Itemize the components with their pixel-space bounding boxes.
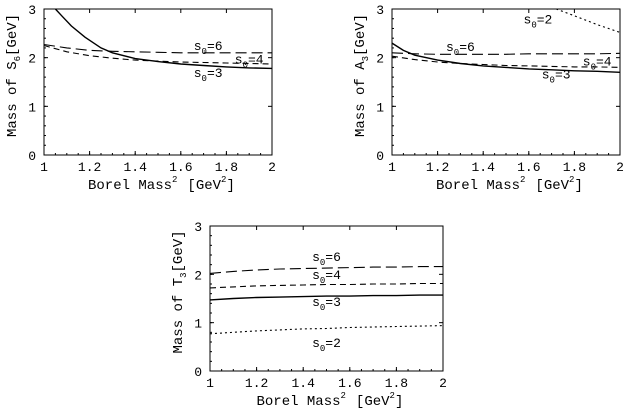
curves xyxy=(391,8,621,73)
series-line-s0-2 xyxy=(209,325,444,335)
x-tick-label: 1.6 xyxy=(169,160,192,175)
y-tick-label: 3 xyxy=(28,3,36,18)
series-label: s0=6 xyxy=(194,39,223,57)
x-axis-label: Borel Mass2 [GeV2] xyxy=(88,175,235,194)
x-axis-label: Borel Mass2 [GeV2] xyxy=(436,175,583,194)
x-tick-label: 1.6 xyxy=(338,376,361,391)
y-tick-label: 1 xyxy=(28,100,36,115)
series-label: s0=2 xyxy=(524,13,553,31)
y-tick-label: 2 xyxy=(28,52,36,67)
y-tick-label: 3 xyxy=(376,3,384,18)
series-line-s0-3 xyxy=(54,8,273,70)
series-line-s0-4 xyxy=(391,55,621,68)
curves xyxy=(43,8,273,70)
series-line-s0-6 xyxy=(43,43,272,54)
y-axis-label: Mass of A3[GeV] xyxy=(353,14,371,137)
x-tick-label: 1.6 xyxy=(517,160,540,175)
series-line-s0-2 xyxy=(556,8,621,33)
x-tick-label: 1.4 xyxy=(123,160,147,175)
y-axis-label: Mass of T3[GeV] xyxy=(171,230,189,353)
series-label: s0=3 xyxy=(312,295,341,313)
series-label: s0=4 xyxy=(235,53,264,71)
series-line-s0-6 xyxy=(391,52,621,55)
plot-frame xyxy=(391,8,621,156)
x-tick-label: 1 xyxy=(388,160,396,175)
series-line-s0-3 xyxy=(391,42,621,73)
series-label: s0=2 xyxy=(312,336,341,354)
y-tick-label: 1 xyxy=(376,100,384,115)
x-tick-label: 2 xyxy=(439,376,447,391)
y-tick-label: 1 xyxy=(194,317,202,332)
y-axis-label: Mass of S6[GeV] xyxy=(5,14,23,137)
x-tick-label: 1.8 xyxy=(563,160,586,175)
x-tick-label: 1 xyxy=(40,160,48,175)
y-tick-label: 0 xyxy=(194,365,202,380)
x-tick-label: 1.2 xyxy=(78,160,101,175)
x-tick-label: 2 xyxy=(268,160,276,175)
x-tick-label: 1.2 xyxy=(245,376,268,391)
series-label: s0=3 xyxy=(542,68,571,86)
x-tick-label: 1.8 xyxy=(385,376,408,391)
y-tick-label: 0 xyxy=(376,149,384,164)
x-tick-label: 1.2 xyxy=(426,160,449,175)
x-tick-label: 1.4 xyxy=(291,376,315,391)
curve-labels: s0=2 s0=6 s0=4 s0=3 xyxy=(446,13,612,86)
x-tick-label: 1 xyxy=(206,376,214,391)
x-tick-label: 2 xyxy=(616,160,624,175)
series-line-s0-3 xyxy=(209,294,443,301)
curve-labels: s0=6s0=4 s0=3 s0=2 xyxy=(312,250,341,354)
y-tick-label: 2 xyxy=(194,268,202,283)
series-line-s0-6 xyxy=(209,266,443,274)
y-tick-label: 3 xyxy=(194,220,202,235)
x-axis-label: Borel Mass2 [GeV2] xyxy=(257,391,404,410)
curve-labels: s0=6 s0=4 s0=3 xyxy=(194,39,264,84)
series-label: s0=4 xyxy=(583,54,612,72)
series-label: s0=6 xyxy=(446,40,475,58)
series-label: s0=4 xyxy=(312,268,341,286)
x-tick-label: 1.8 xyxy=(215,160,238,175)
series-label: s0=6 xyxy=(312,250,341,268)
x-tick-label: 1.4 xyxy=(471,160,495,175)
y-tick-label: 2 xyxy=(376,52,384,67)
series-label: s0=3 xyxy=(194,66,223,84)
y-tick-label: 0 xyxy=(28,149,36,164)
curves xyxy=(209,266,444,335)
series-line-s0-4 xyxy=(209,282,443,289)
